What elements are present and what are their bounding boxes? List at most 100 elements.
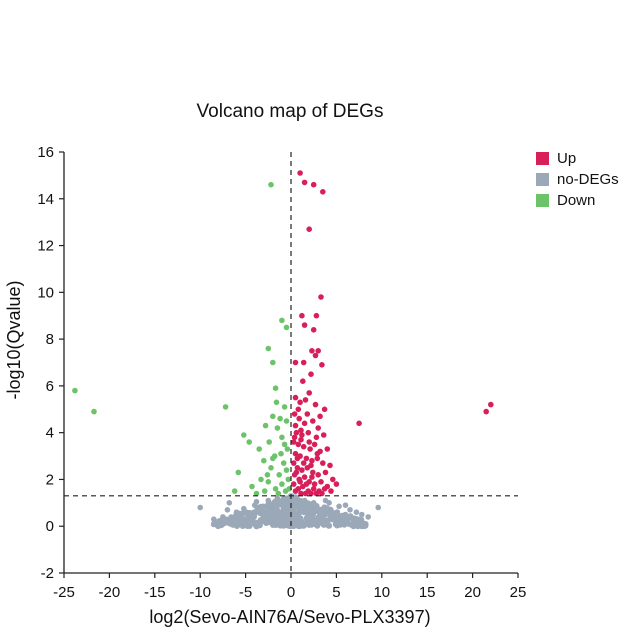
down-point [276, 472, 283, 478]
x-tick-label: 20 [464, 584, 481, 601]
no-degs-cloud-point [305, 511, 312, 518]
up-point [292, 394, 299, 401]
no-degs-point [271, 503, 278, 510]
no-degs-point [283, 495, 290, 502]
up-point [305, 429, 312, 436]
y-tick-label: 16 [37, 144, 54, 161]
no-degs-point [342, 502, 349, 509]
no-degs-cloud-point [314, 522, 321, 529]
y-tick-label: 0 [46, 518, 54, 535]
up-point [302, 397, 309, 403]
no-degs-cloud-point [260, 503, 267, 510]
up-point [290, 481, 297, 487]
down-point [279, 434, 285, 441]
up-point [310, 327, 317, 333]
up-point [293, 469, 300, 476]
y-tick-label: 8 [46, 331, 54, 348]
up-point [356, 420, 362, 427]
y-tick-label: 4 [46, 425, 54, 442]
down-point [273, 399, 280, 406]
legend-label-no-degs: no-DEGs [557, 171, 619, 188]
legend-item-down: Down [536, 190, 619, 211]
up-point [297, 479, 303, 485]
up-point [324, 446, 331, 452]
down-point [261, 457, 267, 464]
legend-item-up: Up [536, 148, 619, 169]
up-point [318, 479, 324, 485]
down-point [91, 408, 97, 415]
down-point [272, 385, 279, 392]
x-tick-label: 10 [373, 584, 390, 601]
down-point [222, 404, 229, 410]
up-point [306, 390, 313, 396]
no-degs-point [285, 519, 292, 526]
no-degs-point [197, 504, 203, 511]
x-tick-label: -25 [53, 584, 75, 601]
up-point [308, 462, 314, 469]
no-degs-point [280, 500, 287, 506]
down-point [231, 488, 238, 494]
no-degs-point [262, 515, 269, 521]
legend-swatch-up [536, 152, 549, 165]
down-point [246, 439, 252, 445]
up-point [319, 490, 325, 497]
up-point [321, 406, 328, 413]
x-tick-label: -5 [239, 584, 252, 601]
no-degs-cloud-point [216, 521, 223, 528]
legend-swatch-down [536, 194, 549, 207]
up-point [304, 411, 311, 417]
down-point [274, 425, 281, 431]
up-point [296, 415, 303, 422]
down-point [268, 181, 274, 188]
no-degs-point [333, 514, 340, 520]
no-degs-point [211, 516, 217, 522]
no-degs-cloud-point [332, 521, 339, 528]
x-axis-label: log2(Sevo-AIN76A/Sevo-PLX3397) [149, 607, 431, 627]
up-point [295, 406, 302, 413]
up-point [318, 294, 324, 300]
up-point [292, 359, 299, 366]
up-point [320, 189, 326, 195]
no-degs-point [345, 516, 352, 522]
up-point [328, 488, 334, 494]
up-point [310, 486, 317, 492]
no-degs-point [292, 494, 299, 500]
down-point [249, 483, 255, 490]
no-degs-point [241, 505, 247, 512]
no-degs-point [270, 522, 276, 528]
down-point [283, 467, 290, 473]
no-degs-point [310, 500, 317, 506]
down-point [284, 446, 291, 452]
up-point [301, 179, 308, 186]
up-point [311, 481, 318, 487]
down-point [270, 413, 276, 420]
down-point [275, 490, 282, 497]
no-degs-cloud-point [324, 518, 331, 525]
up-point [314, 455, 321, 462]
up-point [314, 450, 321, 457]
down-point [272, 486, 279, 492]
x-tick-label: 25 [510, 584, 527, 601]
down-point [283, 418, 290, 424]
down-point [279, 481, 285, 487]
no-degs-point [295, 501, 302, 507]
no-degs-cloud-point [310, 508, 317, 514]
legend: Up no-DEGs Down [536, 148, 619, 211]
down-point [281, 441, 288, 448]
up-point [310, 181, 317, 188]
up-point [300, 460, 307, 466]
up-point [299, 432, 305, 438]
down-point [264, 472, 271, 478]
up-point [312, 352, 319, 359]
down-point [281, 404, 288, 410]
down-point [262, 422, 269, 429]
up-point [319, 362, 325, 368]
no-degs-point [290, 518, 297, 525]
up-point [309, 474, 315, 480]
no-degs-point [347, 507, 353, 513]
up-point [315, 425, 322, 431]
legend-item-no-degs: no-DEGs [536, 169, 619, 190]
down-point [277, 415, 283, 422]
